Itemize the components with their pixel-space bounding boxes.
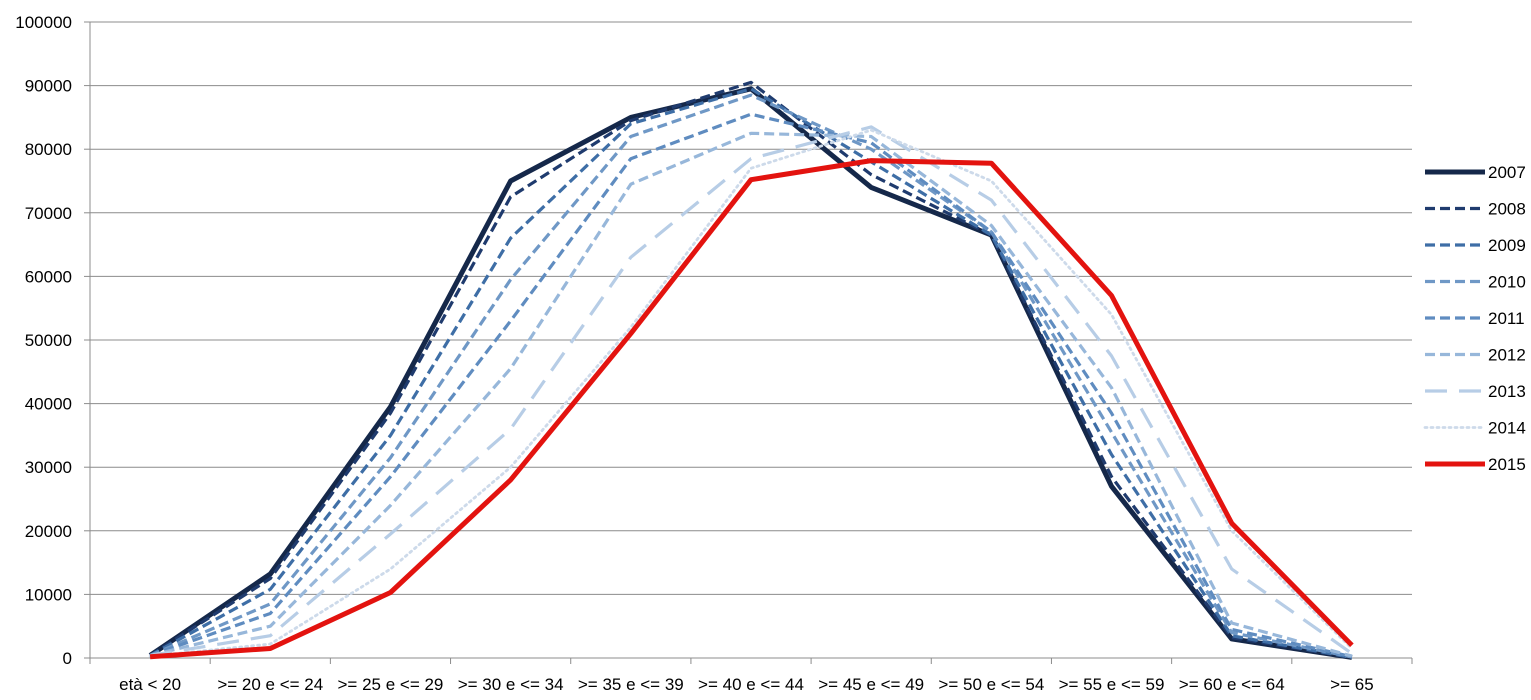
x-tick-labels: età < 20 >= 20 e <= 24 >= 25 e <= 29 >= 30 … [119,675,1374,694]
x-tick-label: età < 20 [119,675,181,694]
legend-label-2014: 2014 [1488,419,1526,438]
series-line-2011 [149,112,1353,659]
x-tick-label: >= 55 e <= 59 [1059,675,1165,694]
series-line-2010 [149,93,1353,659]
series-line-2015 [149,158,1354,660]
series-line-2013 [149,125,1353,658]
legend: 2007 2008 2009 2010 2011 2012 2013 2014 2015 [1423,163,1526,474]
series-line-2007 [148,86,1353,660]
y-tick-label: 40000 [25,395,72,414]
legend-label-2011: 2011 [1488,309,1525,328]
y-tick-label: 30000 [25,458,72,477]
x-tick-label: >= 50 e <= 54 [938,675,1044,694]
y-tick-label: 100000 [15,13,72,32]
legend-label-2010: 2010 [1488,273,1526,292]
x-tick-label: >= 40 e <= 44 [698,675,804,694]
x-tick-label: >= 45 e <= 49 [818,675,924,694]
y-tick-label: 60000 [25,267,72,286]
series-lines [148,80,1354,660]
legend-label-2009: 2009 [1488,236,1526,255]
x-tick-label: >= 30 e <= 34 [458,675,564,694]
y-tick-label: 10000 [25,585,72,604]
y-tick-labels: 0 10000 20000 30000 40000 50000 60000 70000 8000… [15,13,72,668]
y-tick-label: 50000 [25,331,72,350]
legend-label-2012: 2012 [1488,346,1526,365]
series-line-2014 [148,128,1354,658]
y-tick-label: 80000 [25,140,72,159]
series-line-2008 [149,80,1353,659]
x-tick-label: >= 35 e <= 39 [578,675,684,694]
y-tick-label: 90000 [25,77,72,96]
series-line-2012 [149,131,1353,658]
y-tick-label: 70000 [25,204,72,223]
x-tick-label: >= 25 e <= 29 [338,675,444,694]
y-tick-label: 20000 [25,522,72,541]
legend-label-2008: 2008 [1488,200,1526,219]
x-tick-label: >= 20 e <= 24 [217,675,323,694]
legend-label-2007: 2007 [1488,163,1526,182]
grid-lines [90,21,1412,595]
y-tick-label: 0 [63,649,72,668]
x-tick-label: >= 60 e <= 64 [1179,675,1285,694]
axes [84,21,1413,664]
legend-label-2015: 2015 [1488,455,1526,474]
series-line-2009 [149,87,1353,659]
legend-label-2013: 2013 [1488,382,1526,401]
x-tick-label: >= 65 [1330,675,1374,694]
